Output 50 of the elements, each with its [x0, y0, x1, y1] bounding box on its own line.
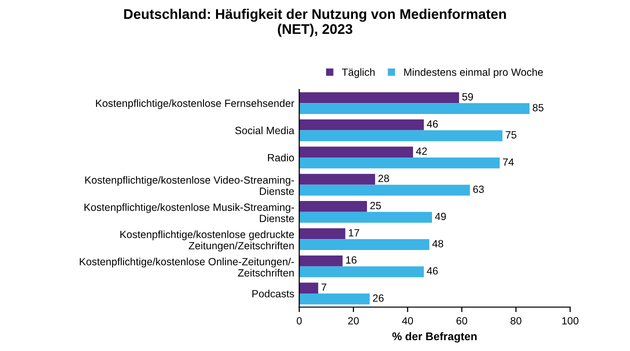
bar [299, 282, 318, 294]
bar [299, 146, 414, 158]
data-label: 63 [473, 186, 484, 193]
y-tick-label: Kostenpflichtige/kostenlose Musik-Streaming- Dienste [84, 203, 294, 222]
y-tick-label: Kostenpflichtige/kostenlose Online-Zeitungen/- Zeitschriften [80, 258, 294, 277]
data-label: 26 [372, 294, 384, 302]
data-label: 16 [346, 256, 356, 264]
x-tick-label: 40 [402, 317, 413, 324]
bar [299, 158, 500, 168]
x-tick-label: 0 [296, 317, 302, 324]
data-label: 17 [348, 229, 360, 236]
data-label: 48 [432, 240, 444, 248]
legend-label: Täglich [342, 68, 375, 78]
data-label: 46 [426, 120, 438, 128]
data-label: 28 [378, 174, 390, 182]
y-tick-label: Radio [268, 154, 294, 162]
bar [299, 266, 424, 278]
x-tick-label: 100 [562, 317, 578, 324]
x-tick-label: 60 [456, 317, 468, 324]
bar [299, 119, 424, 130]
x-tick-label: 80 [510, 317, 522, 324]
bar [299, 255, 343, 266]
y-tick-label: Kostenpflichtige/kostenlose Fernsehsender [96, 99, 294, 110]
bar [299, 184, 470, 196]
bar [299, 239, 430, 250]
y-tick-label: Social Media [235, 126, 294, 134]
y-tick-label: Kostenpflichtige/kostenlose Video-Streaming- Dienste [85, 176, 294, 195]
data-label: 46 [426, 267, 438, 275]
data-label: 74 [503, 158, 514, 166]
y-tick-label: Podcasts [252, 290, 294, 298]
bar [299, 174, 376, 185]
data-label: 7 [322, 284, 326, 291]
bar [299, 212, 432, 223]
data-label: 59 [462, 93, 473, 100]
bar [299, 201, 367, 212]
x-tick-label: 20 [348, 317, 359, 324]
bar [299, 103, 530, 114]
data-label: 49 [435, 212, 446, 220]
bar [299, 130, 502, 142]
bar [299, 294, 370, 304]
chart-title: Deutschland: Häufigkeit der Nutzung von Medienformaten (NET), 2023 [124, 8, 506, 37]
x-axis-title: % der Befragten [392, 332, 477, 343]
bar [299, 228, 346, 240]
y-tick-label: Kostenpflichtige/kostenlose gedruckte Zeitungen/Zeitschriften [120, 230, 294, 252]
data-label: 85 [532, 104, 544, 112]
bar [299, 92, 460, 104]
data-label: 75 [506, 131, 516, 139]
data-label: 42 [416, 147, 427, 155]
legend-label: Mindestens einmal pro Woche [404, 68, 543, 78]
data-label: 25 [370, 202, 381, 210]
